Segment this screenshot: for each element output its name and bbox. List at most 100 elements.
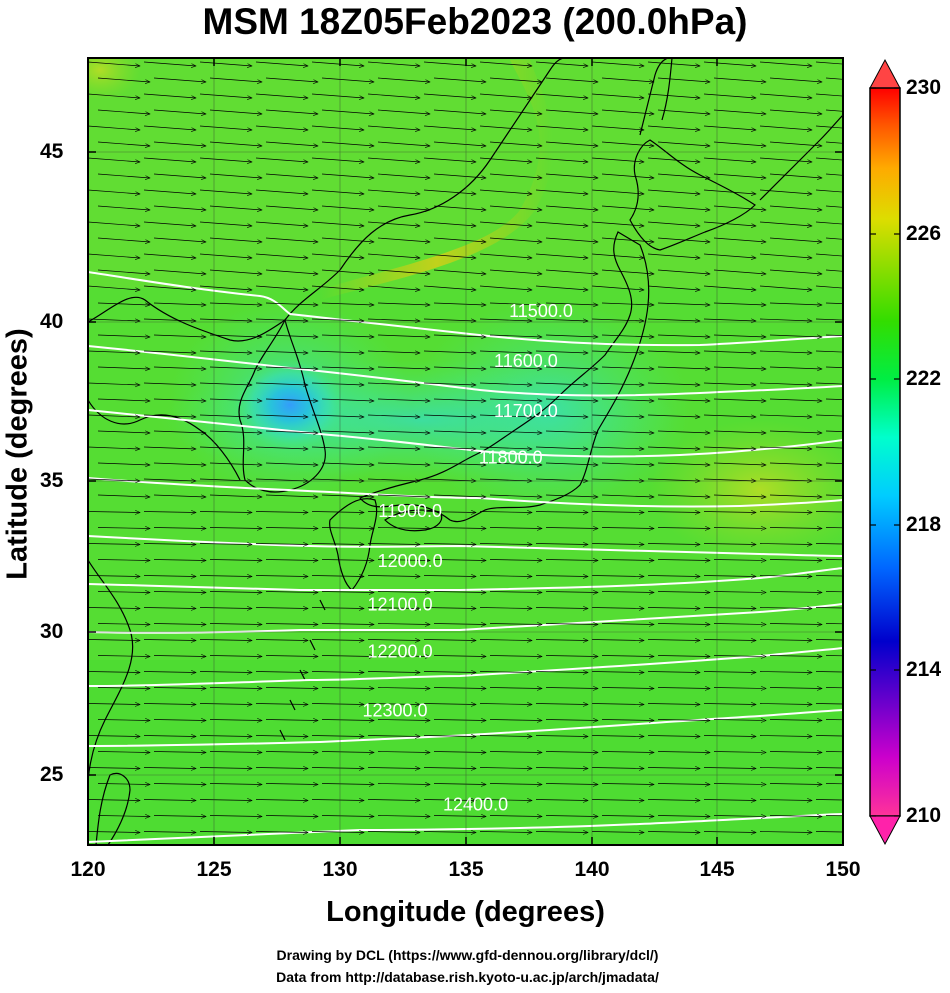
wind-arrow [479,253,532,258]
wind-arrow [489,141,542,146]
wind-arrow [489,431,542,433]
wind-arrow [199,351,252,353]
wind-arrow [209,367,262,369]
wind-arrow [825,687,843,689]
wind-arrow [479,61,532,66]
wind-arrow [423,383,476,385]
wind-arrow [265,592,318,593]
wind-arrow [143,800,196,801]
wind-arrow [545,463,598,465]
wind-arrow [647,319,700,321]
wind-arrow [433,784,486,785]
contour-label: 12100.0 [368,595,433,615]
wind-arrow [647,61,700,66]
wind-arrow [647,672,700,673]
wind-arrow [545,656,598,657]
y-tick-label: 40 [40,310,64,333]
wind-arrow [479,544,532,545]
wind-arrow [423,157,476,162]
wind-arrow [265,367,318,369]
wind-arrow [713,720,766,721]
wind-arrow [88,800,140,801]
wind-arrow [713,77,766,82]
wind-arrow [311,447,364,449]
wind-arrow [265,656,318,657]
wind-arrow [769,173,822,178]
wind-arrow [367,736,420,737]
wind-arrow [535,704,588,705]
wind-arrow [209,399,262,401]
wind-arrow [88,253,140,258]
wind-arrow [703,736,756,737]
wind-arrow [143,61,196,66]
wind-arrow [153,528,206,529]
wind-arrow [703,640,756,641]
wind-arrow [591,319,644,321]
wind-arrow [88,512,140,513]
wind-arrow [433,688,486,689]
wind-arrow [703,512,756,513]
wind-arrow [143,832,196,833]
wind-arrow [759,704,812,705]
wind-arrow [97,495,150,497]
wind-arrow [703,221,756,226]
wind-arrow [321,205,374,210]
wind-arrow [601,205,654,210]
wind-arrow [601,335,654,337]
wind-arrow [825,591,843,593]
wind-arrow [209,269,262,274]
wind-arrow [88,157,140,162]
wind-arrow [321,560,374,561]
wind-arrow [479,93,532,98]
wind-arrow [535,544,588,545]
wind-arrow [825,205,843,208]
wind-arrow [97,720,150,721]
wind-arrow [647,447,700,449]
contour-label: 11600.0 [494,351,558,371]
wind-arrow [199,189,252,194]
wind-arrow [88,479,140,481]
wind-arrow [713,816,766,817]
wind-arrow [199,576,252,577]
wind-arrow [377,237,430,242]
wind-arrow [423,447,476,449]
wind-arrow [153,367,206,369]
wind-arrow [489,528,542,529]
wind-arrow [199,157,252,162]
wind-arrow [97,303,150,305]
wind-arrow [535,640,588,641]
contour-11600 [88,345,843,397]
wind-arrow [489,656,542,657]
wind-arrow [423,253,476,258]
y-axis-label: Latitude (degrees) [1,328,34,580]
wind-arrow [769,495,822,497]
wind-arrow [489,784,542,785]
wind-arrow [367,93,420,98]
wind-arrow [423,672,476,673]
wind-arrow [489,752,542,753]
wind-arrow [265,303,318,305]
wind-arrow [769,367,822,369]
wind-arrow [377,303,430,305]
wind-arrow [601,752,654,753]
wind-arrow [143,479,196,481]
wind-arrow [143,157,196,162]
wind-arrow [657,367,710,369]
wind-arrow [703,285,756,290]
wind-arrow [535,189,588,194]
wind-arrow [433,560,486,561]
wind-arrow [143,640,196,641]
wind-arrow [255,768,308,769]
wind-arrow [377,367,430,369]
wind-arrow [199,479,252,481]
wind-arrow [88,768,140,769]
wind-arrow [713,592,766,593]
wind-arrow [769,688,822,689]
wind-arrow [703,319,756,321]
x-tick-label: 145 [699,858,735,881]
wind-arrow [591,125,644,130]
wind-arrow [311,672,364,673]
wind-arrow [647,157,700,162]
wind-arrow [647,608,700,609]
x-tick-label: 135 [448,858,484,881]
